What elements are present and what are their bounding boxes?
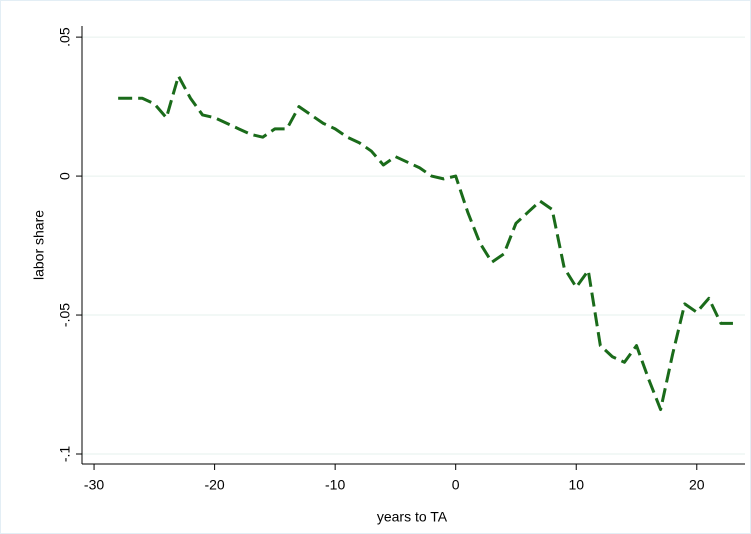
- data-line: [118, 74, 733, 412]
- x-tick-label: -10: [325, 477, 345, 493]
- x-tick-label: 10: [568, 477, 584, 493]
- x-tick-label: 0: [452, 477, 460, 493]
- y-axis-title: labor share: [31, 210, 47, 280]
- y-tick-label: -.1: [57, 446, 73, 463]
- x-tick-label: -20: [204, 477, 224, 493]
- x-axis-title: years to TA: [377, 509, 448, 525]
- x-tick-label: -30: [84, 477, 104, 493]
- y-tick-label: -.05: [57, 303, 73, 327]
- y-tick-label: 0: [57, 172, 73, 180]
- y-tick-label: .05: [57, 27, 73, 47]
- x-tick-label: 20: [689, 477, 705, 493]
